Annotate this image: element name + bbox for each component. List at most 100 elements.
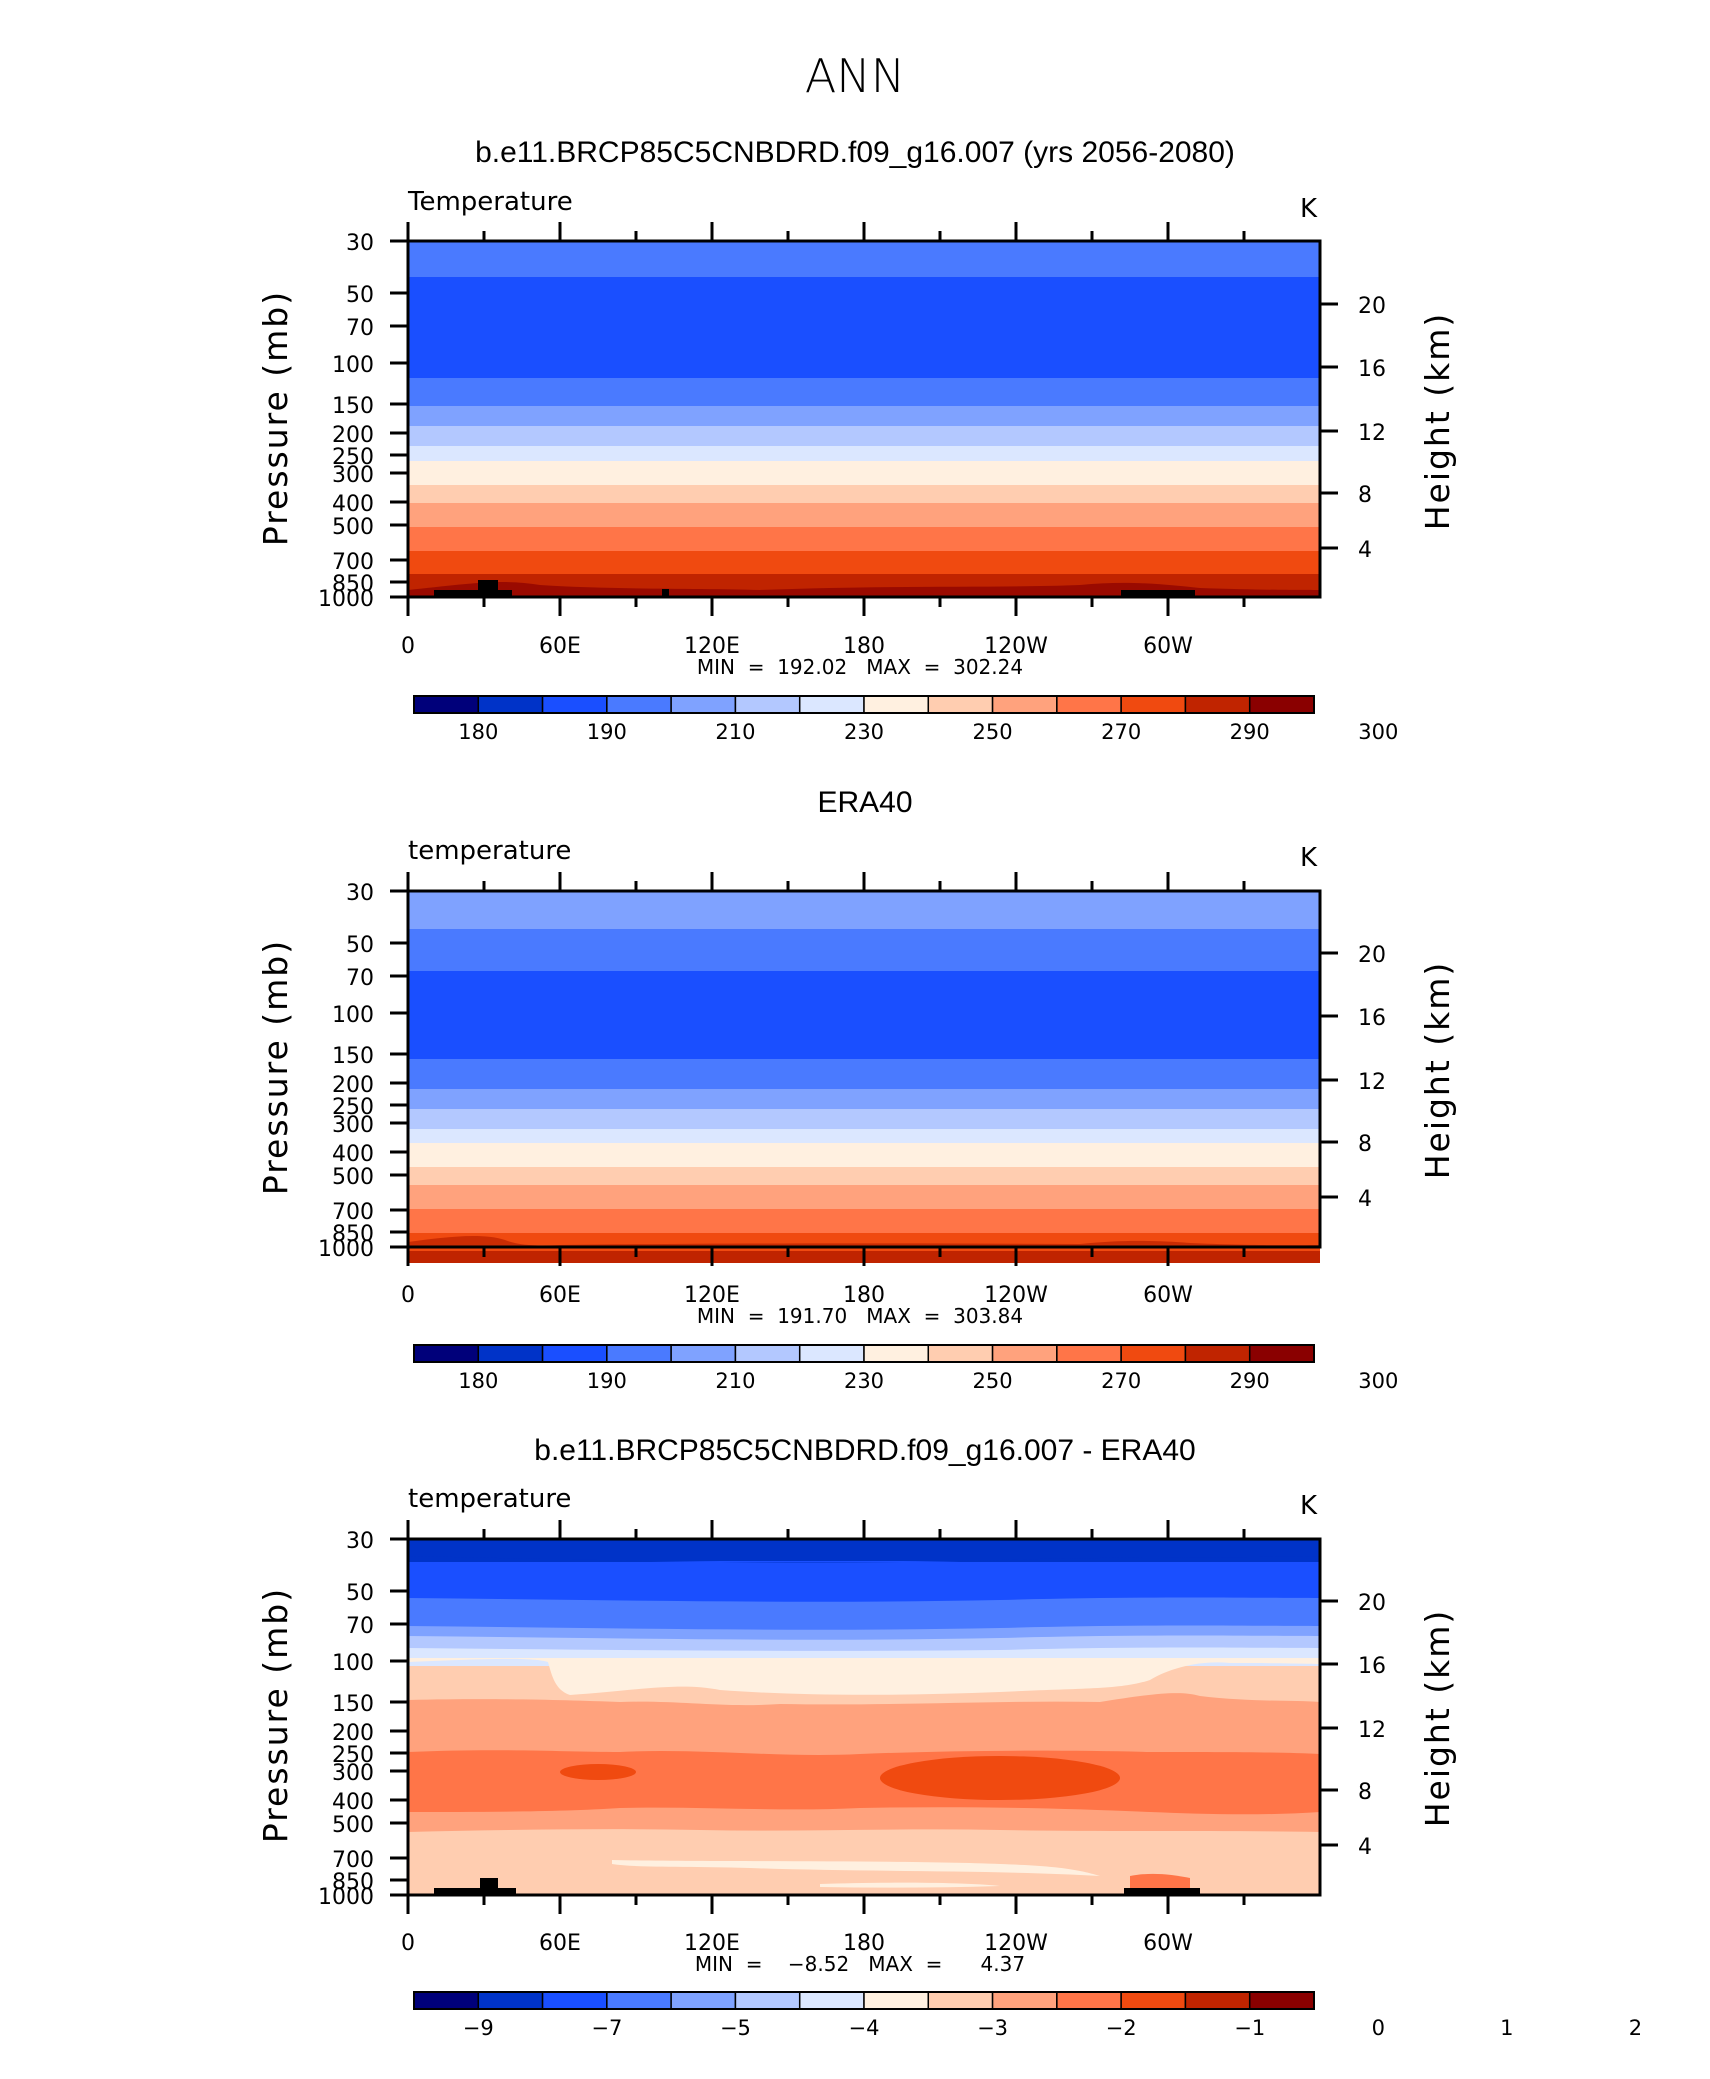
colorbar-swatch	[670, 695, 737, 714]
p-tick: 50	[346, 933, 374, 958]
x-tick: 60E	[539, 634, 581, 659]
colorbar-label: 230	[844, 720, 884, 744]
variable-label: temperature	[408, 836, 571, 866]
p-tick: 30	[346, 231, 374, 256]
p-tick: 70	[346, 966, 374, 991]
colorbar-swatch	[927, 695, 994, 714]
colorbar-label: 1	[1500, 2016, 1513, 2040]
colorbar-swatch	[541, 695, 608, 714]
x-tick: 60E	[539, 1931, 581, 1956]
p-tick: 700	[332, 550, 374, 575]
colorbar-swatch	[798, 1344, 865, 1363]
min-max-label: MIN = 191.70 MAX = 303.84	[697, 1304, 1023, 1328]
colorbar-swatch	[863, 695, 930, 714]
p-tick: 850	[332, 572, 374, 597]
h-tick: 12	[1358, 1718, 1386, 1743]
pressure-ticks	[390, 889, 408, 1249]
top-ticks	[406, 1520, 1246, 1539]
panel-title: ERA40	[817, 786, 912, 819]
colorbar-label: 190	[587, 1369, 627, 1393]
x-tick-labels: 0 60E 120E 180 120W 60W	[401, 634, 1193, 659]
colorbar-swatch	[863, 1991, 930, 2010]
colorbar-frame	[413, 1344, 1315, 1363]
colorbar-swatch	[1056, 695, 1122, 714]
x-tick: 120W	[984, 1283, 1048, 1308]
pressure-ticks	[390, 1537, 408, 1897]
colorbar-swatch	[1248, 695, 1315, 714]
colorbar-frame	[413, 1991, 1315, 2010]
h-tick: 16	[1358, 357, 1386, 382]
colorbar-swatch	[541, 1344, 608, 1363]
p-tick: 1000	[318, 587, 374, 612]
colorbar-swatch	[606, 1991, 672, 2010]
colorbar-label: 2	[1629, 2016, 1642, 2040]
p-tick: 200	[332, 1073, 374, 1098]
colorbar-swatch	[734, 1991, 801, 2010]
panel-title: b.e11.BRCP85C5CNBDRD.f09_g16.007 - ERA40	[534, 1434, 1195, 1467]
colorbar-label: −2	[1106, 2016, 1137, 2040]
colorbar-label: 190	[587, 720, 627, 744]
top-ticks	[406, 872, 1246, 891]
y-axis-label: Pressure (mb)	[256, 290, 295, 546]
colorbar-swatch	[1184, 1344, 1251, 1363]
colorbar-label: 270	[1101, 720, 1141, 744]
contour-field	[408, 891, 1320, 1263]
colorbar-swatch	[798, 695, 865, 714]
x-tick: 120E	[684, 1283, 740, 1308]
colorbar-label: −4	[849, 2016, 880, 2040]
colorbar-swatch	[1056, 1991, 1122, 2010]
variable-label: temperature	[408, 1484, 571, 1514]
pressure-tick-labels: 30 50 70 100 150 200 250 300 400 500 700…	[318, 881, 374, 1262]
p-tick: 250	[332, 445, 374, 470]
colorbar-swatch	[670, 1344, 737, 1363]
height-ticks	[1320, 1599, 1338, 1847]
p-tick: 500	[332, 515, 374, 540]
p-tick: 400	[332, 1790, 374, 1815]
colorbar-label: 300	[1358, 1369, 1398, 1393]
colorbar: 180 190 210 230 250 270 290 300	[413, 695, 1398, 744]
units-label: K	[1300, 843, 1318, 873]
colorbar-swatch	[541, 1991, 608, 2010]
colorbar-swatch	[1184, 1991, 1251, 2010]
colorbar-label: 230	[844, 1369, 884, 1393]
colorbar-swatch	[927, 1344, 994, 1363]
height-tick-labels: 20 16 12 8 4	[1358, 294, 1386, 563]
p-tick: 1000	[318, 1885, 374, 1910]
colorbar: −9−7−5−4−3−2−101234579	[413, 1991, 1642, 2040]
p-tick: 70	[346, 1614, 374, 1639]
height-tick-labels: 20 16 12 8 4	[1358, 1591, 1386, 1860]
contour-field	[408, 1539, 1320, 1895]
min-max-label: MIN = 192.02 MAX = 302.24	[697, 655, 1023, 679]
colorbar-swatch	[1056, 1344, 1122, 1363]
colorbar-swatch	[734, 1344, 801, 1363]
colorbar-label: −7	[591, 2016, 622, 2040]
contour-field	[408, 241, 1320, 597]
x-tick: 60W	[1143, 1283, 1193, 1308]
p-tick: 50	[346, 283, 374, 308]
p-tick: 400	[332, 492, 374, 517]
p-tick: 700	[332, 1848, 374, 1873]
min-max-label: MIN = −8.52 MAX = 4.37	[695, 1952, 1025, 1976]
colorbar-label: −5	[720, 2016, 751, 2040]
y-axis-label-right: Height (km)	[1418, 1609, 1457, 1828]
colorbar-label: 210	[715, 1369, 755, 1393]
colorbar-swatch	[413, 1991, 480, 2010]
x-tick: 180	[843, 1283, 885, 1308]
pressure-ticks	[390, 239, 408, 599]
h-tick: 16	[1358, 1006, 1386, 1031]
colorbar-swatch	[606, 1344, 672, 1363]
colorbar-swatch	[477, 1991, 544, 2010]
x-tick: 120E	[684, 1931, 740, 1956]
h-tick: 16	[1358, 1654, 1386, 1679]
colorbar-label: 180	[458, 720, 498, 744]
p-tick: 100	[332, 1003, 374, 1028]
p-tick: 30	[346, 1529, 374, 1554]
y-axis-label-right: Height (km)	[1418, 961, 1457, 1180]
main-title: ANN	[805, 49, 905, 103]
colorbar-label: 290	[1230, 720, 1270, 744]
colorbar-swatch	[734, 695, 801, 714]
colorbar-frame	[413, 695, 1315, 714]
y-axis-label: Pressure (mb)	[256, 1587, 295, 1843]
p-tick: 500	[332, 1165, 374, 1190]
